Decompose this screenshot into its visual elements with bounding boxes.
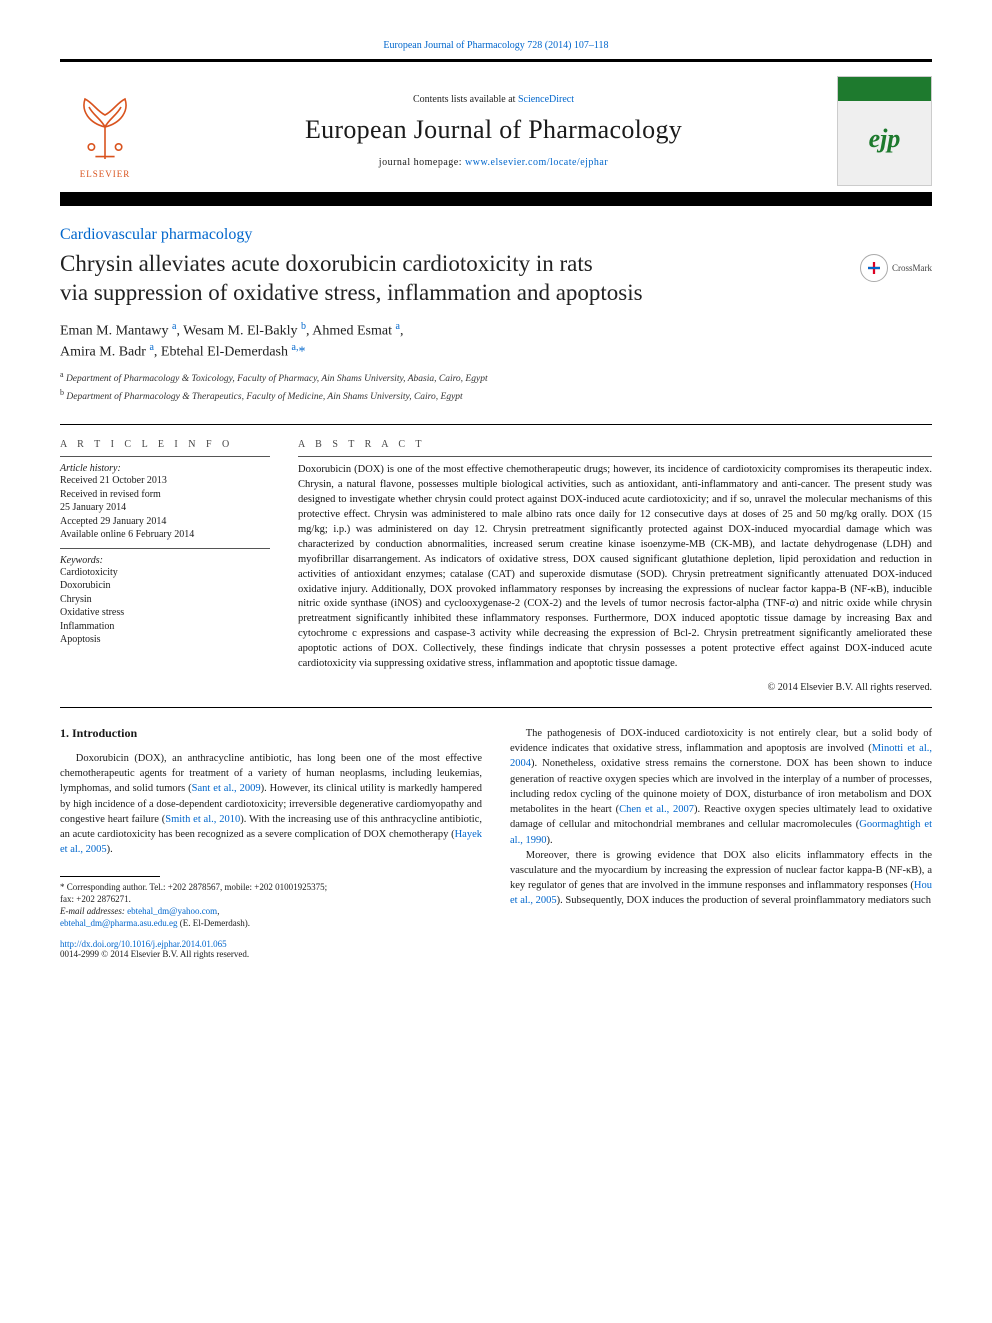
abstract-heading: A B S T R A C T <box>298 439 932 450</box>
email-who: (E. El-Demerdash). <box>178 918 250 928</box>
crossmark-badge[interactable]: CrossMark <box>860 254 932 282</box>
elsevier-tree-icon <box>65 83 145 163</box>
article-info-column: A R T I C L E I N F O Article history: R… <box>60 439 270 693</box>
footnote-rule <box>60 876 160 877</box>
info-rule-2 <box>60 548 270 549</box>
journal-cover-thumb: ejp <box>837 76 932 186</box>
doi-link[interactable]: http://dx.doi.org/10.1016/j.ejphar.2014.… <box>60 939 227 949</box>
crossmark-label: CrossMark <box>892 263 932 273</box>
abstract-text: Doxorubicin (DOX) is one of the most eff… <box>298 463 932 672</box>
cite-smith-2010[interactable]: Smith et al., 2010 <box>165 814 240 825</box>
email-sep: , <box>217 906 219 916</box>
authors: Eman M. Mantawy a, Wesam M. El-Bakly b, … <box>60 320 932 364</box>
page-citation: European Journal of Pharmacology 728 (20… <box>60 40 932 51</box>
cite-chen-2007[interactable]: Chen et al., 2007 <box>619 804 694 815</box>
body-col-right: The pathogenesis of DOX-induced cardioto… <box>510 726 932 959</box>
p2-a: The pathogenesis of DOX-induced cardioto… <box>510 728 932 754</box>
rule-below-abstract <box>60 707 932 708</box>
info-rule-1 <box>60 456 270 457</box>
masthead-center: Contents lists available at ScienceDirec… <box>150 94 837 168</box>
article-history: Article history: Received 21 October 201… <box>60 463 270 542</box>
rule-above-info <box>60 424 932 425</box>
section-1-heading: 1. Introduction <box>60 726 482 741</box>
affiliations: a Department of Pharmacology & Toxicolog… <box>60 369 932 404</box>
corr-emails: E-mail addresses: ebtehal_dm@yahoo.com, … <box>60 905 482 929</box>
crossmark-icon <box>860 254 888 282</box>
p1-d: ). <box>107 844 113 855</box>
info-abstract-row: A R T I C L E I N F O Article history: R… <box>60 439 932 693</box>
elsevier-logo: ELSEVIER <box>65 83 145 179</box>
article-info-heading: A R T I C L E I N F O <box>60 439 270 450</box>
abstract-column: A B S T R A C T Doxorubicin (DOX) is one… <box>298 439 932 693</box>
title-row: Chrysin alleviates acute doxorubicin car… <box>60 250 932 308</box>
p3-a: Moreover, there is growing evidence that… <box>510 850 932 891</box>
journal-name: European Journal of Pharmacology <box>160 115 827 145</box>
contents-line: Contents lists available at ScienceDirec… <box>160 94 827 105</box>
email-2[interactable]: ebtehal_dm@pharma.asu.edu.eg <box>60 918 178 928</box>
body-text-left: Doxorubicin (DOX), an anthracycline anti… <box>60 751 482 858</box>
email-label: E-mail addresses: <box>60 906 127 916</box>
journal-cover-badge: ejp <box>869 124 901 154</box>
body-col-left: 1. Introduction Doxorubicin (DOX), an an… <box>60 726 482 959</box>
corr-fax: fax: +202 2876271. <box>60 893 482 905</box>
abstract-rule <box>298 456 932 457</box>
contents-prefix: Contents lists available at <box>413 94 518 105</box>
keywords-lines: CardiotoxicityDoxorubicinChrysinOxidativ… <box>60 566 270 647</box>
cite-sant-2009[interactable]: Sant et al., 2009 <box>192 783 261 794</box>
rule-top-thick <box>60 59 932 62</box>
email-1[interactable]: ebtehal_dm@yahoo.com <box>127 906 217 916</box>
black-band <box>60 192 932 206</box>
title-line-2: via suppression of oxidative stress, inf… <box>60 280 643 305</box>
masthead: ELSEVIER Contents lists available at Sci… <box>60 66 932 192</box>
sciencedirect-link[interactable]: ScienceDirect <box>518 94 574 105</box>
elsevier-logo-block: ELSEVIER <box>60 81 150 181</box>
abstract-copyright: © 2014 Elsevier B.V. All rights reserved… <box>298 682 932 693</box>
history-lines: Received 21 October 2013Received in revi… <box>60 474 270 542</box>
homepage-prefix: journal homepage: <box>379 157 465 168</box>
elsevier-wordmark: ELSEVIER <box>65 169 145 179</box>
title-line-1: Chrysin alleviates acute doxorubicin car… <box>60 251 593 276</box>
corresponding-footnote: * Corresponding author. Tel.: +202 28785… <box>60 881 482 930</box>
corr-line-1: * Corresponding author. Tel.: +202 28785… <box>60 881 482 893</box>
article-title: Chrysin alleviates acute doxorubicin car… <box>60 250 643 308</box>
doi-block: http://dx.doi.org/10.1016/j.ejphar.2014.… <box>60 939 482 959</box>
body-columns: 1. Introduction Doxorubicin (DOX), an an… <box>60 726 932 959</box>
homepage-link[interactable]: www.elsevier.com/locate/ejphar <box>465 157 608 168</box>
page-citation-link[interactable]: European Journal of Pharmacology 728 (20… <box>383 40 608 51</box>
affiliation-a: a Department of Pharmacology & Toxicolog… <box>60 369 932 386</box>
keywords-head: Keywords: <box>60 555 270 566</box>
affiliation-a-text: Department of Pharmacology & Toxicology,… <box>66 375 488 385</box>
history-head: Article history: <box>60 463 270 474</box>
homepage-line: journal homepage: www.elsevier.com/locat… <box>160 157 827 168</box>
affiliation-b-text: Department of Pharmacology & Therapeutic… <box>66 392 462 402</box>
affiliation-b: b Department of Pharmacology & Therapeut… <box>60 387 932 404</box>
p3-b: ). Subsequently, DOX induces the product… <box>557 895 931 906</box>
article-section-label[interactable]: Cardiovascular pharmacology <box>60 226 932 244</box>
body-text-right: The pathogenesis of DOX-induced cardioto… <box>510 726 932 909</box>
p2-d: ). <box>546 835 552 846</box>
issn-line: 0014-2999 © 2014 Elsevier B.V. All right… <box>60 949 249 959</box>
